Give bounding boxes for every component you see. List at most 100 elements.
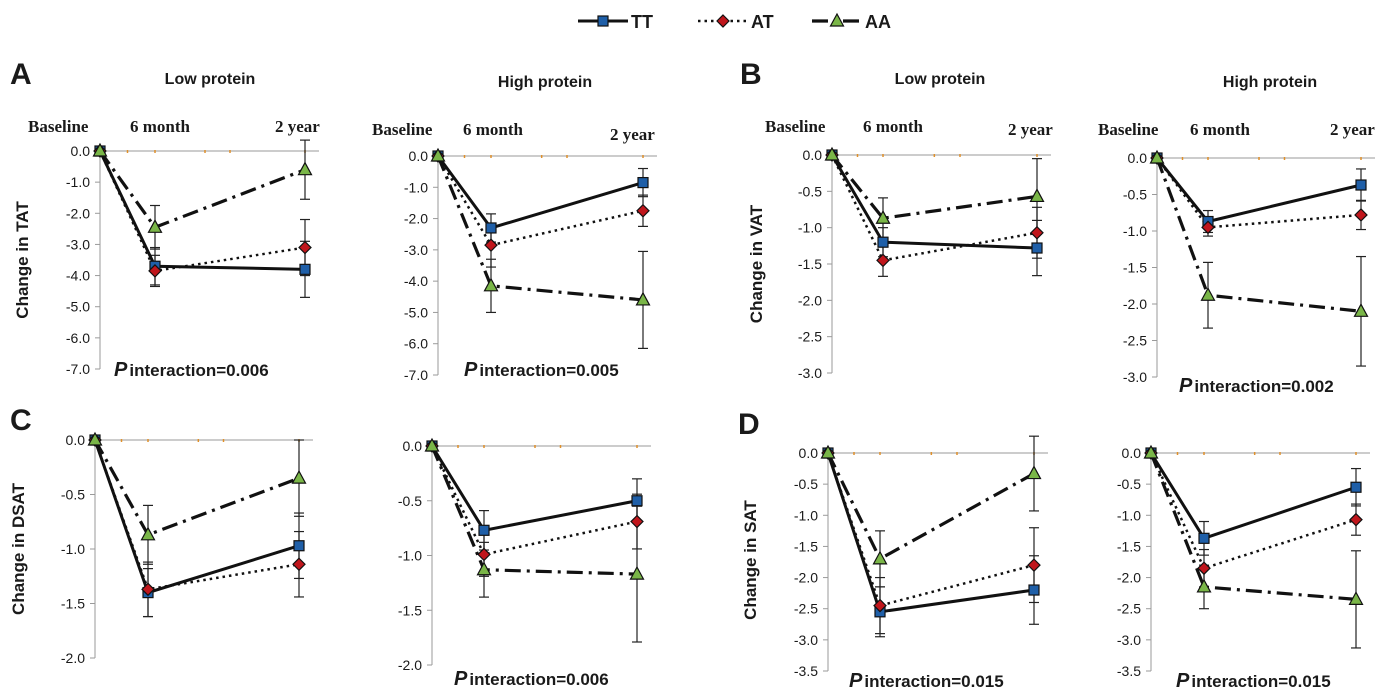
y-tick-label: -1.5 bbox=[1117, 538, 1141, 554]
y-tick-label: -2.0 bbox=[1123, 296, 1147, 312]
legend-label-aa: AA bbox=[865, 12, 891, 32]
series-line-at bbox=[1149, 452, 1357, 570]
series-line-tt bbox=[830, 154, 1038, 250]
data-point-tt bbox=[293, 540, 305, 552]
time-label: Baseline bbox=[1098, 120, 1159, 139]
data-point-aa bbox=[476, 561, 492, 576]
y-tick-label: -2.5 bbox=[794, 601, 818, 617]
series-line-tt bbox=[1155, 157, 1362, 224]
chart-panel-7: 0.0 -0.5 -1.0 -1.5 -2.0 -2.5 -3.0 -3.5 D Change i… bbox=[738, 408, 1048, 692]
time-label: 2 year bbox=[1330, 120, 1375, 139]
p-text: interaction=0.005 bbox=[479, 361, 618, 380]
data-point-at bbox=[484, 238, 498, 253]
panel-letter: C bbox=[10, 404, 32, 437]
chart-panel-3: 0.0 -0.5 -1.0 -1.5 -2.0 -2.5 -3.0 B Low protein B… bbox=[740, 58, 1053, 381]
series-group bbox=[1143, 444, 1364, 649]
series-group bbox=[824, 146, 1045, 277]
panel-letter: B bbox=[740, 58, 762, 91]
data-point-tt bbox=[1031, 242, 1043, 254]
data-point-at bbox=[873, 598, 887, 613]
data-point-aa bbox=[820, 444, 836, 459]
series-group bbox=[92, 139, 313, 298]
series-line-tt bbox=[1149, 452, 1357, 541]
y-tick-label: -3.5 bbox=[794, 663, 818, 679]
panel-letter: D bbox=[738, 408, 760, 441]
data-point-at bbox=[141, 582, 155, 597]
data-point-at bbox=[148, 264, 162, 278]
y-tick-label: -3.0 bbox=[798, 365, 822, 381]
series-line-aa bbox=[436, 155, 644, 302]
y-tick-label: -3.0 bbox=[1117, 632, 1141, 648]
y-tick-label: -5.0 bbox=[66, 299, 90, 315]
series-group bbox=[430, 147, 651, 350]
y-axis-label: Change in VAT bbox=[747, 204, 766, 323]
data-point-aa bbox=[1200, 286, 1216, 301]
data-point-at bbox=[298, 240, 312, 255]
time-label: 2 year bbox=[1008, 120, 1053, 139]
data-point-aa bbox=[872, 550, 888, 565]
series-line-tt bbox=[98, 150, 306, 271]
time-label: Baseline bbox=[372, 120, 433, 139]
y-tick-label: -3.5 bbox=[1117, 663, 1141, 679]
data-point-aa bbox=[297, 161, 313, 176]
time-label: 2 year bbox=[610, 125, 655, 144]
y-tick-label: -3.0 bbox=[404, 242, 428, 258]
series-group bbox=[424, 437, 645, 643]
y-tick-label: -1.0 bbox=[1123, 223, 1147, 239]
data-point-tt bbox=[631, 495, 643, 507]
panel-title: Low protein bbox=[895, 71, 986, 88]
data-point-tt bbox=[299, 263, 311, 275]
series-group bbox=[87, 431, 307, 618]
y-tick-label: -3.0 bbox=[1123, 369, 1147, 385]
chart-panel-6: 0.0 -0.5 -1.0 -1.5 -2.0 P interaction=0.006 bbox=[398, 437, 651, 690]
y-tick-label: -3.0 bbox=[66, 236, 90, 252]
data-point-aa bbox=[875, 209, 891, 224]
data-point-at bbox=[1349, 512, 1363, 527]
time-label: Baseline bbox=[28, 117, 89, 136]
y-tick-label: -0.5 bbox=[1117, 476, 1141, 492]
data-point-aa bbox=[92, 142, 108, 157]
data-point-at bbox=[636, 203, 650, 218]
chart-panel-5: 0.0 -0.5 -1.0 -1.5 -2.0 C Change in DSAT bbox=[9, 404, 313, 666]
time-label: 6 month bbox=[863, 117, 924, 136]
data-point-aa bbox=[629, 565, 645, 580]
legend-item-tt: TT bbox=[578, 12, 653, 32]
y-tick-label: -4.0 bbox=[66, 268, 90, 284]
legend-marker-tt bbox=[597, 15, 609, 27]
data-point-aa bbox=[1348, 591, 1364, 605]
data-point-at bbox=[1201, 220, 1215, 235]
data-point-aa bbox=[430, 147, 446, 162]
y-tick-label: 0.0 bbox=[803, 147, 823, 163]
data-point-at bbox=[1354, 208, 1368, 222]
time-label: Baseline bbox=[765, 117, 826, 136]
data-point-aa bbox=[147, 219, 163, 233]
data-point-aa bbox=[1196, 578, 1212, 593]
data-point-tt bbox=[1350, 481, 1362, 493]
data-point-aa bbox=[1029, 188, 1045, 203]
y-tick-label: -1.0 bbox=[794, 507, 818, 523]
data-point-tt bbox=[1198, 532, 1210, 544]
y-tick-label: -1.5 bbox=[1123, 260, 1147, 276]
chart-panel-4: 0.0 -0.5 -1.0 -1.5 -2.0 -2.5 -3.0 High protein B… bbox=[1098, 74, 1375, 397]
y-tick-label: -2.0 bbox=[66, 205, 90, 221]
p-italic: P bbox=[464, 359, 478, 381]
time-label: 6 month bbox=[1190, 120, 1251, 139]
series-line-at bbox=[430, 445, 638, 556]
data-point-at bbox=[292, 557, 306, 572]
p-italic: P bbox=[454, 668, 468, 690]
series-line-aa bbox=[430, 445, 638, 576]
series-line-at bbox=[93, 439, 300, 591]
y-tick-label: -1.0 bbox=[398, 548, 422, 564]
y-tick-label: 0.0 bbox=[799, 445, 819, 461]
y-tick-label: -2.0 bbox=[1117, 570, 1141, 586]
panels: 0.0 -1.0 -2.0 -3.0 -4.0 -5.0 -6.0 -7.0 A Low prot… bbox=[9, 58, 1375, 692]
series-line-aa bbox=[1155, 157, 1362, 313]
series-line-at bbox=[436, 155, 644, 247]
data-point-at bbox=[477, 547, 491, 562]
data-point-tt bbox=[478, 524, 490, 536]
series-line-tt bbox=[826, 452, 1035, 614]
